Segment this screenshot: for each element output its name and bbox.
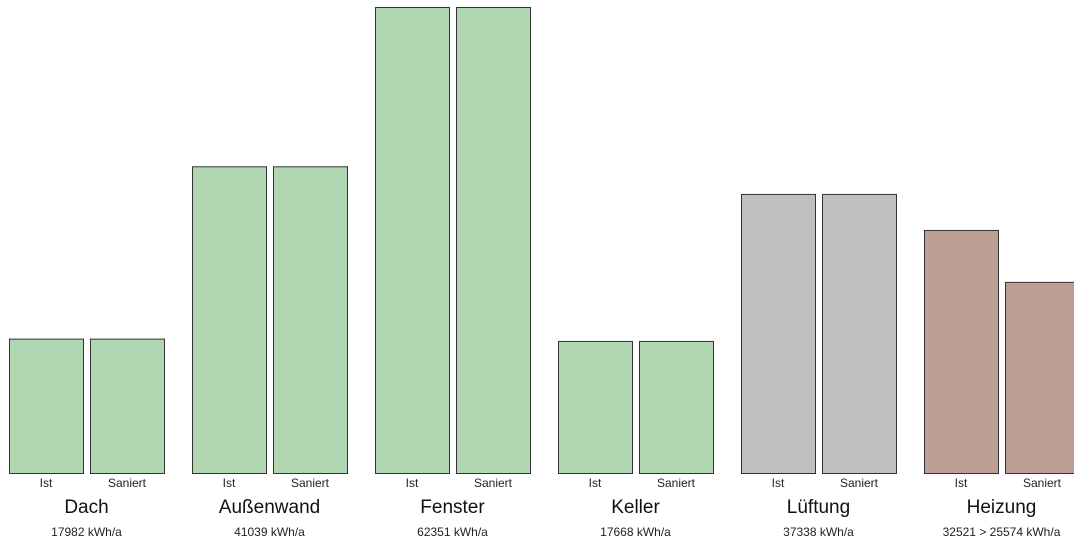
bar-label: Ist <box>40 476 53 490</box>
bar-9 <box>822 193 897 474</box>
bar-label: Saniert <box>474 476 513 490</box>
bar-label: Ist <box>406 476 419 490</box>
bar-label: Saniert <box>1023 476 1062 490</box>
bar-0 <box>9 338 84 474</box>
group-label: Lüftung <box>787 497 850 518</box>
bar-label: Ist <box>589 476 602 490</box>
bar-label: Saniert <box>657 476 696 490</box>
bar-label: Ist <box>223 476 236 490</box>
bar-label: Saniert <box>840 476 879 490</box>
group-label: Dach <box>64 497 108 518</box>
group-label: Außenwand <box>219 497 320 518</box>
bar-label: Saniert <box>108 476 147 490</box>
bar-label: Ist <box>772 476 785 490</box>
bar-label: Ist <box>955 476 968 490</box>
value-label: 62351 kWh/a <box>417 525 488 539</box>
bar-10 <box>924 229 999 474</box>
bar-7 <box>639 340 714 474</box>
group-label: Keller <box>611 497 660 518</box>
bar-5 <box>456 7 531 474</box>
bar-8 <box>741 193 816 474</box>
bar-2 <box>192 166 267 474</box>
bar-label: Saniert <box>291 476 330 490</box>
group-label: Fenster <box>420 497 485 518</box>
bar-3 <box>273 166 348 474</box>
bar-6 <box>558 340 633 474</box>
value-label: 17982 kWh/a <box>51 525 122 539</box>
bar-4 <box>375 7 450 474</box>
value-label: 17668 kWh/a <box>600 525 671 539</box>
group-label: Heizung <box>967 497 1037 518</box>
value-label: 37338 kWh/a <box>783 525 854 539</box>
bar-11 <box>1005 281 1074 474</box>
value-label: 41039 kWh/a <box>234 525 305 539</box>
value-label: 32521 > 25574 kWh/a <box>943 525 1061 539</box>
bar-1 <box>90 338 165 474</box>
